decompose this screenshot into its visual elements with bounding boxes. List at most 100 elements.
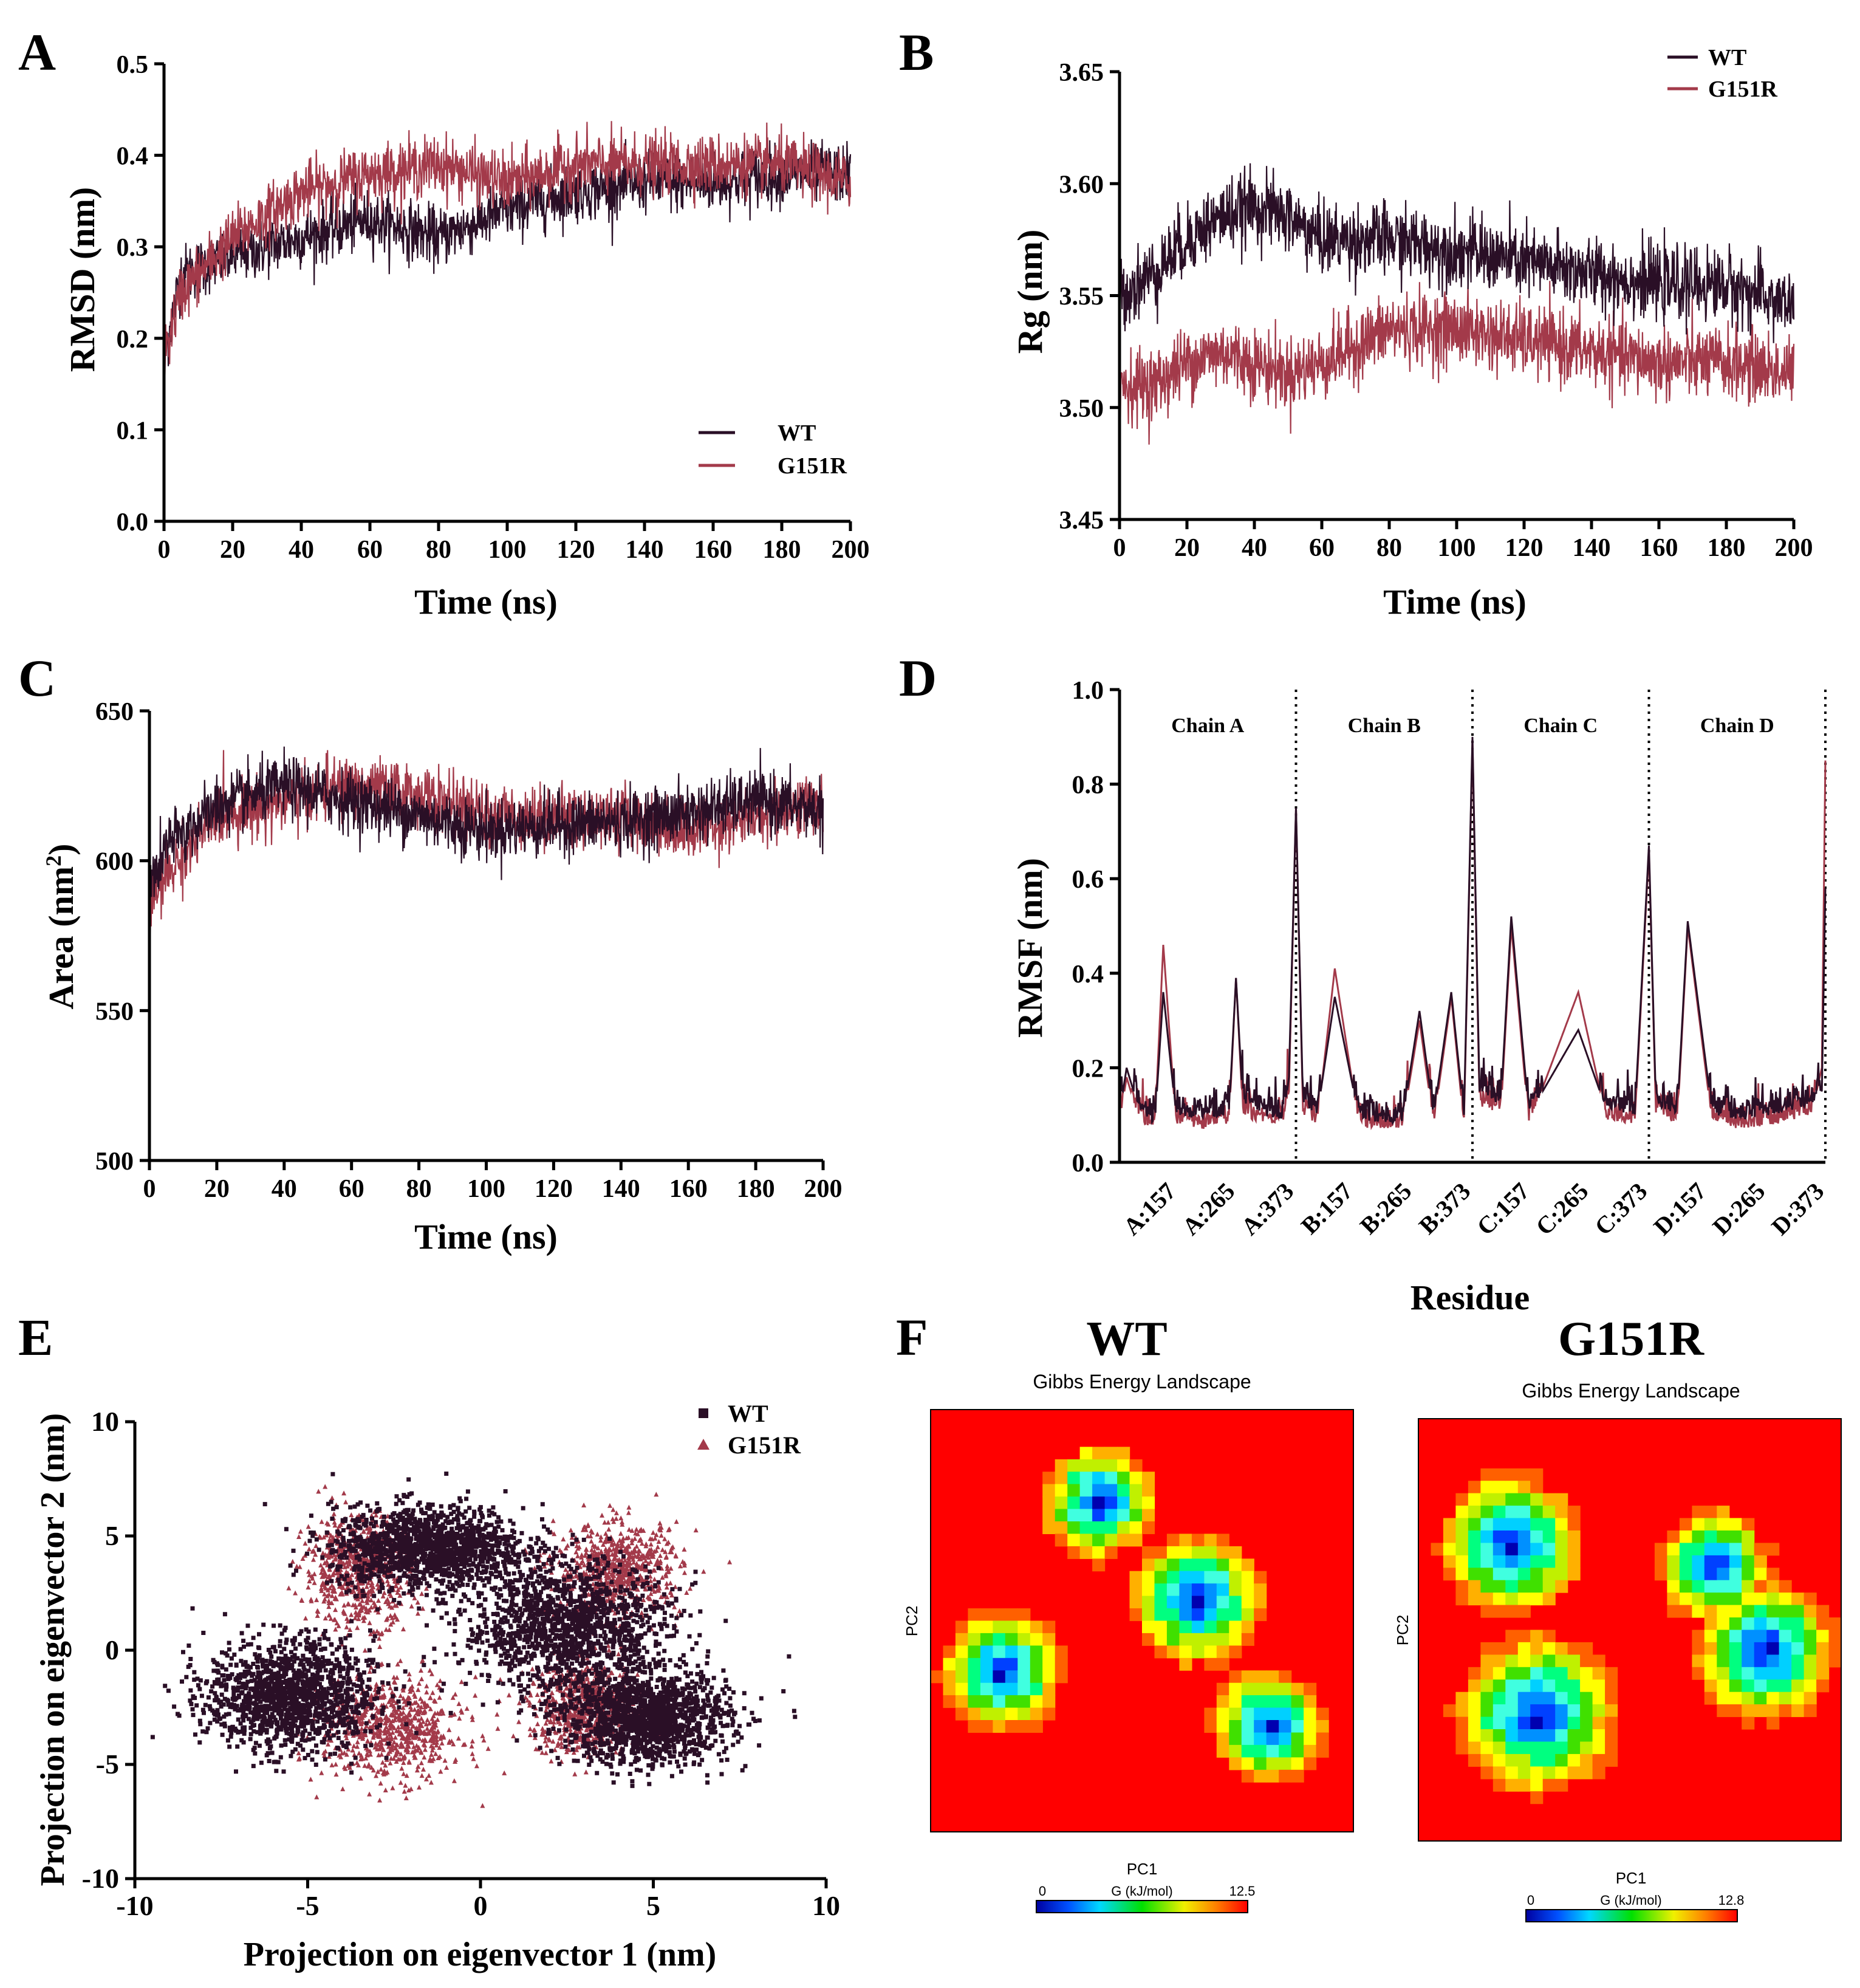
heatmap-cell bbox=[1754, 1679, 1767, 1693]
heatmap-cell bbox=[1517, 1543, 1531, 1556]
heatmap-cell bbox=[1104, 1472, 1118, 1485]
heatmap-cell bbox=[1079, 1472, 1093, 1485]
heatmap-cell bbox=[1179, 1620, 1192, 1634]
heatmap-cell bbox=[1542, 1766, 1556, 1780]
heatmap-cell bbox=[1555, 1654, 1568, 1668]
heatmap-cell bbox=[1129, 1484, 1143, 1497]
heatmap-cell bbox=[1279, 1769, 1292, 1783]
y-tick-label: 0.4 bbox=[117, 143, 149, 171]
heatmap-cell bbox=[1179, 1608, 1192, 1622]
y-tick-label: 3.55 bbox=[1059, 283, 1104, 311]
heatmap-cell bbox=[1005, 1695, 1018, 1709]
heatmap-cell bbox=[1480, 1518, 1494, 1531]
heatmap-cell bbox=[1555, 1642, 1568, 1655]
heatmap-cell bbox=[1204, 1546, 1217, 1559]
heatmap-cell bbox=[1480, 1605, 1494, 1618]
heatmap-cell bbox=[1241, 1558, 1254, 1572]
pca-y-axis-label: Projection on eigenvector 2 (nm) bbox=[34, 1413, 72, 1887]
heatmap-cell bbox=[1030, 1707, 1043, 1721]
heatmap-cell bbox=[1542, 1778, 1556, 1792]
legend-label-g151r: G151R bbox=[778, 453, 847, 479]
heatmap-cell bbox=[1492, 1642, 1506, 1655]
heatmap-cell bbox=[1742, 1555, 1755, 1568]
heatmap-cell bbox=[1729, 1555, 1742, 1568]
area-y-axis-sup: 2 bbox=[41, 855, 66, 866]
heatmap-cell bbox=[1291, 1732, 1304, 1746]
legend-label-g151r: G151R bbox=[1708, 77, 1778, 102]
heatmap-cell bbox=[1517, 1667, 1531, 1680]
heatmap-cell bbox=[1229, 1620, 1242, 1634]
heatmap-cell bbox=[1567, 1753, 1581, 1767]
heatmap-cell bbox=[1704, 1692, 1717, 1705]
heatmap-cell bbox=[1517, 1741, 1531, 1755]
heatmap-cell bbox=[1766, 1692, 1780, 1705]
heatmap-cell bbox=[1492, 1580, 1506, 1593]
heatmap-cell bbox=[1567, 1716, 1581, 1730]
y-tick-label: 0.1 bbox=[117, 417, 149, 445]
heatmap-cell bbox=[1104, 1521, 1118, 1534]
heatmap-cell bbox=[1530, 1518, 1544, 1531]
heatmap-cell bbox=[1179, 1546, 1192, 1559]
heatmap-cell bbox=[1042, 1670, 1056, 1684]
heatmap-cell bbox=[1092, 1496, 1106, 1510]
heatmap-cell bbox=[993, 1670, 1006, 1684]
x-tick-label: C:157 bbox=[1471, 1177, 1534, 1241]
heatmap-cell bbox=[1692, 1568, 1705, 1581]
x-tick-label: 20 bbox=[1174, 534, 1200, 562]
heatmap-cell bbox=[1117, 1459, 1130, 1472]
heatmap-cell bbox=[1742, 1617, 1755, 1631]
heatmap-cell bbox=[1216, 1657, 1229, 1671]
heatmap-cell bbox=[1030, 1620, 1043, 1634]
heatmap-cell bbox=[1530, 1753, 1544, 1767]
heatmap-cell bbox=[1717, 1568, 1730, 1581]
heatmap-cell bbox=[1279, 1720, 1292, 1733]
heatmap-cell bbox=[1166, 1596, 1180, 1609]
x-tick-label: 180 bbox=[737, 1175, 775, 1203]
heatmap-cell bbox=[1828, 1630, 1842, 1643]
heatmap-cell bbox=[1154, 1546, 1168, 1559]
legend-label-wt: WT bbox=[778, 420, 816, 446]
landscape-wt-heading: WT bbox=[1086, 1312, 1167, 1366]
heatmap-cell bbox=[1229, 1670, 1242, 1684]
heatmap-cell bbox=[1229, 1583, 1242, 1597]
panel-label-e: E bbox=[18, 1308, 53, 1366]
heatmap-cell bbox=[1492, 1716, 1506, 1730]
heatmap-cell bbox=[1742, 1679, 1755, 1693]
heatmap-cell bbox=[1791, 1679, 1805, 1693]
heatmap-cell bbox=[1555, 1729, 1568, 1742]
heatmap-cell bbox=[1692, 1506, 1705, 1519]
heatmap-cell bbox=[1154, 1645, 1168, 1659]
heatmap-cell bbox=[1067, 1509, 1081, 1522]
x-tick-label: 160 bbox=[1640, 534, 1678, 562]
heatmap-cell bbox=[1229, 1707, 1242, 1721]
heatmap-cell bbox=[1241, 1633, 1254, 1646]
heatmap-cell bbox=[1766, 1716, 1780, 1730]
panel-d: D Chain A Chain B Chain C Chain D 0.0 0.2 0.4 0… bbox=[899, 649, 1829, 1317]
heatmap-cell bbox=[1468, 1753, 1481, 1767]
heatmap-cell bbox=[1530, 1555, 1544, 1568]
heatmap-cell bbox=[1067, 1459, 1081, 1472]
y-tick-label: 0.3 bbox=[117, 234, 149, 262]
heatmap-cell bbox=[1480, 1704, 1494, 1718]
pca-x-axis-label: Projection on eigenvector 1 (nm) bbox=[244, 1936, 717, 1973]
heatmap-frame bbox=[1418, 1418, 1842, 1842]
heatmap-cell bbox=[1017, 1633, 1031, 1646]
heatmap-cell bbox=[1142, 1571, 1155, 1584]
panel-f: F WT Gibbs Energy Landscape PC1 PC2 G (k… bbox=[896, 1308, 1842, 1922]
heatmap-cell bbox=[1229, 1695, 1242, 1709]
heatmap-cell bbox=[968, 1682, 981, 1696]
heatmap-cell bbox=[1791, 1692, 1805, 1705]
heatmap-cell bbox=[1005, 1682, 1018, 1696]
rmsd-plot: 0.0 0.1 0.2 0.3 0.4 0.5 0 20 40 60 80 100 120 140 160 1… bbox=[117, 51, 870, 564]
heatmap-cell bbox=[1166, 1558, 1180, 1572]
area-plot: 500 550 600 650 0 20 40 60 80 100 120 140 160 180 200 bbox=[95, 698, 843, 1203]
heatmap-cell bbox=[1704, 1530, 1717, 1543]
heatmap-cell bbox=[1191, 1596, 1205, 1609]
heatmap-cell bbox=[1468, 1493, 1481, 1506]
x-tick-label: 20 bbox=[220, 536, 245, 564]
heatmap-cell bbox=[993, 1657, 1006, 1671]
heatmap-cell bbox=[1492, 1493, 1506, 1506]
y-tick-label: 600 bbox=[95, 848, 134, 876]
heatmap-cell bbox=[1241, 1757, 1254, 1770]
heatmap-cell bbox=[1480, 1543, 1494, 1556]
